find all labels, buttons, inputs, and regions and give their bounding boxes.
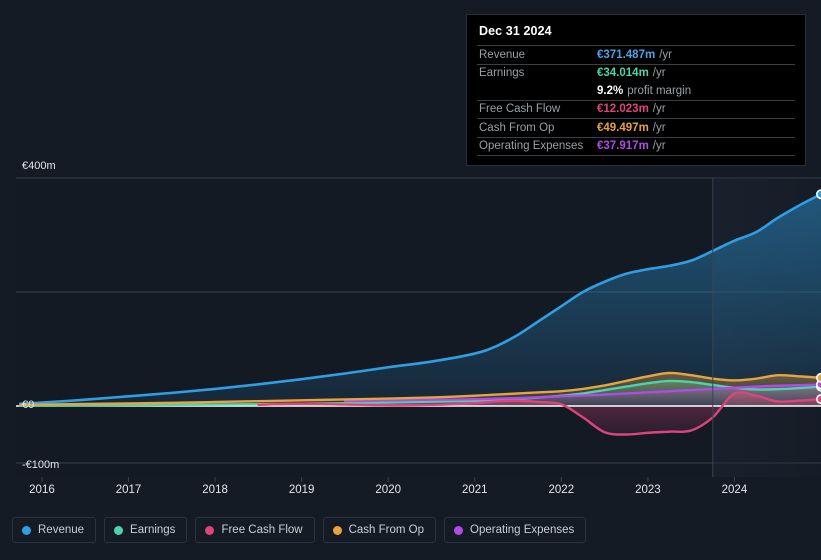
series-area-revenue — [20, 194, 821, 406]
x-axis-tick-2022: 2022 — [548, 484, 575, 496]
tooltip-row-label: Earnings — [479, 67, 525, 80]
legend-item-earnings[interactable]: Earnings — [104, 517, 188, 543]
x-axis-tick-2021: 2021 — [461, 484, 488, 496]
legend-item-label: Cash From Op — [348, 524, 425, 536]
tooltip-row-value: €34.014m — [597, 67, 649, 80]
series-area-cash-from-op — [20, 372, 821, 406]
chart-legend[interactable]: Revenue Earnings Free Cash Flow Cash From O… — [12, 517, 587, 543]
legend-color-dot-icon — [332, 525, 342, 535]
series-line-free-cash-flow[interactable] — [257, 390, 821, 436]
legend-item-label: Revenue — [38, 524, 85, 536]
tooltip-row-label: Cash From Op — [479, 121, 555, 134]
tooltip-row-unit: /yr — [652, 140, 666, 153]
tooltip-row-value: €37.917m — [597, 140, 649, 153]
series-line-operating-expenses[interactable] — [343, 383, 821, 403]
tooltip-row-label: Free Cash Flow — [479, 103, 561, 116]
tooltip-row-value: €49.497m — [597, 121, 649, 134]
tooltip-row: Operating Expenses €37.917m/yr — [477, 136, 795, 156]
data-tooltip: Dec 31 2024 Revenue €371.487m/yr Earnings €… — [466, 14, 806, 166]
x-axis-tick-2016: 2016 — [29, 484, 55, 496]
x-axis-tick-2023: 2023 — [635, 484, 661, 496]
y-axis-label-400m: €400m — [22, 160, 56, 172]
tooltip-row-unit: profit margin — [627, 84, 692, 97]
tooltip-footer-rule — [477, 155, 795, 159]
tooltip-row: Free Cash Flow €12.023m/yr — [477, 99, 795, 119]
legend-color-dot-icon — [454, 525, 464, 535]
x-axis-tick-2020: 2020 — [375, 484, 401, 496]
end-marker-cash-from-op[interactable] — [816, 372, 821, 383]
y-axis-label-neg100m: -€100m — [22, 459, 60, 471]
legend-item-revenue[interactable]: Revenue — [12, 517, 97, 543]
series-line-cash-from-op[interactable] — [19, 371, 821, 407]
tooltip-row-unit: /yr — [659, 48, 672, 61]
end-marker-revenue[interactable] — [816, 189, 821, 200]
legend-item-label: Free Cash Flow — [221, 524, 303, 536]
x-axis-tick-2017: 2017 — [115, 484, 142, 496]
legend-color-dot-icon — [22, 525, 31, 535]
legend-color-dot-icon — [114, 525, 124, 535]
tooltip-row-unit: /yr — [652, 103, 666, 116]
legend-item-operating-expenses[interactable]: Operating Expenses — [444, 517, 587, 543]
legend-color-dot-icon — [205, 525, 215, 535]
y-axis-label-0: €0 — [22, 399, 35, 411]
tooltip-row-label: Operating Expenses — [479, 140, 584, 153]
x-axis-tick-2024: 2024 — [721, 484, 748, 496]
tooltip-row-value: €371.487m — [597, 48, 656, 61]
end-marker-free-cash-flow[interactable] — [816, 394, 821, 405]
tooltip-date: Dec 31 2024 — [479, 24, 552, 38]
x-axis-tick-2018: 2018 — [202, 484, 228, 496]
tooltip-row: 9.2% profit margin — [477, 82, 795, 100]
tooltip-row: Earnings €34.014m/yr — [477, 63, 795, 83]
tooltip-row-value: 9.2% — [597, 84, 624, 97]
series-area-free-cash-flow — [258, 392, 821, 435]
tooltip-row-unit: /yr — [652, 121, 666, 134]
tooltip-row-label: Revenue — [479, 48, 526, 61]
tooltip-row: Revenue €371.487m/yr — [477, 45, 795, 64]
legend-item-label: Operating Expenses — [470, 524, 575, 536]
series-line-revenue[interactable] — [19, 192, 821, 406]
legend-item-cash-from-op[interactable]: Cash From Op — [322, 517, 437, 543]
tooltip-row-unit: /yr — [652, 67, 666, 80]
chart-plot-area — [16, 177, 821, 482]
tooltip-row: Cash From Op €49.497m/yr — [477, 118, 795, 137]
series-lines — [19, 192, 821, 436]
x-axis-tick-2019: 2019 — [288, 484, 315, 496]
tooltip-row-value: €12.023m — [597, 103, 649, 116]
legend-item-free-cash-flow[interactable]: Free Cash Flow — [195, 517, 315, 543]
gridlines — [16, 177, 821, 482]
legend-item-label: Earnings — [130, 524, 176, 536]
tooltip-rows: Revenue €371.487m/yr Earnings €34.014m/yr 9.… — [477, 45, 795, 155]
